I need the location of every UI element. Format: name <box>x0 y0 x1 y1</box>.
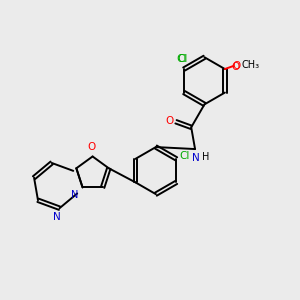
Text: Cl: Cl <box>177 54 188 64</box>
Text: Cl: Cl <box>180 152 190 161</box>
Text: O: O <box>232 61 240 71</box>
Text: O: O <box>88 142 96 152</box>
Text: Cl: Cl <box>176 54 186 64</box>
Text: CH₃: CH₃ <box>241 60 259 70</box>
Text: O: O <box>231 62 240 72</box>
Text: N: N <box>53 212 61 222</box>
Text: H: H <box>202 152 209 162</box>
Text: N: N <box>192 153 200 163</box>
Text: N: N <box>71 190 78 200</box>
Text: O: O <box>165 116 174 126</box>
